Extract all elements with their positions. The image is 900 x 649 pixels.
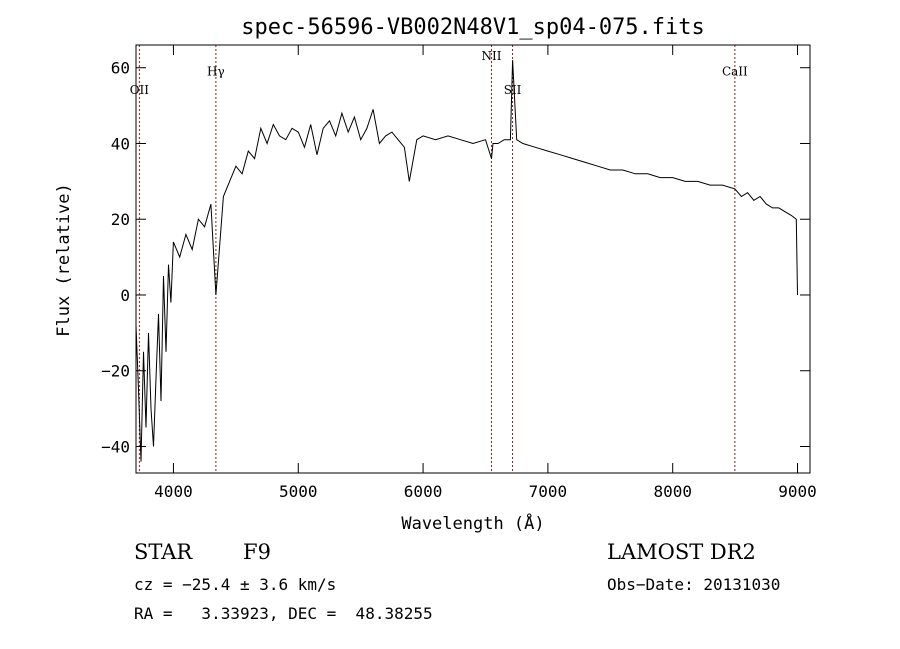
- y-axis-label: Flux (relative): [54, 183, 74, 337]
- spectral-line-label-3: SII: [504, 83, 522, 97]
- x-axis-label: Wavelength (Å): [401, 512, 544, 534]
- spectral-line-label-4: CaII: [722, 64, 748, 78]
- spectral-subclass: F9: [243, 540, 271, 564]
- spectral-line-label-1: Hγ: [207, 64, 225, 78]
- survey-name: LAMOST DR2: [607, 540, 756, 564]
- spectral-line-label-2: NII: [481, 49, 501, 63]
- spectral-line-label-0: OII: [130, 83, 150, 97]
- spectrum-series-0: [135, 60, 798, 462]
- y-tick-label-5: 60: [111, 59, 130, 78]
- y-tick-label-2: 0: [120, 286, 130, 305]
- plot-frame: [135, 44, 811, 474]
- x-tick-label-3: 7000: [529, 482, 568, 501]
- y-tick-label-1: −20: [101, 362, 130, 381]
- x-tick-label-0: 4000: [154, 482, 193, 501]
- x-tick-label-2: 6000: [404, 482, 443, 501]
- observation-date: Obs−Date: 20131030: [607, 575, 781, 594]
- coordinates: RA = 3.33923, DEC = 48.38255: [134, 604, 433, 623]
- y-tick-label-0: −40: [101, 437, 130, 456]
- x-tick-label-4: 8000: [653, 482, 692, 501]
- y-tick-label-3: 20: [111, 210, 130, 229]
- x-tick-label-5: 9000: [778, 482, 817, 501]
- x-tick-label-1: 5000: [279, 482, 318, 501]
- chart-title: spec-56596-VB002N48V1_sp04-075.fits: [241, 15, 705, 40]
- redshift-value: cz = −25.4 ± 3.6 km/s: [134, 575, 337, 594]
- object-type: STAR: [134, 540, 193, 564]
- y-tick-label-4: 40: [111, 134, 130, 153]
